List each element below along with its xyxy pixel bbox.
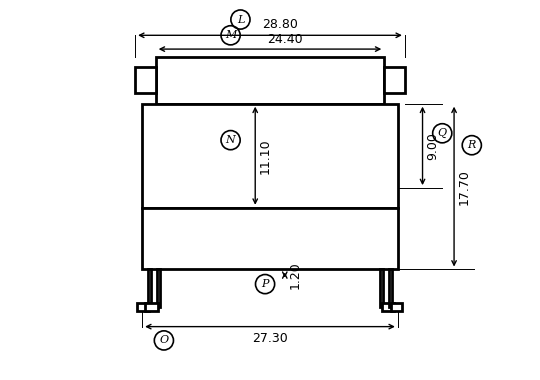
Text: 28.80: 28.80 [262,18,298,32]
Text: 17.70: 17.70 [458,169,471,204]
Text: 1.20: 1.20 [289,261,302,289]
Text: P: P [261,279,269,289]
Text: 11.10: 11.10 [259,138,272,174]
Bar [142,104,398,208]
Text: Q: Q [438,128,447,138]
Text: R: R [468,140,476,150]
Bar [156,57,384,104]
Bar [382,303,394,311]
Bar [142,208,398,269]
Text: 9.00: 9.00 [427,132,440,160]
Bar [137,303,149,311]
Bar [380,269,383,307]
Text: N: N [226,135,235,145]
Text: 24.40: 24.40 [267,33,302,46]
Bar [135,67,156,93]
Bar [389,269,392,307]
Bar [391,303,402,311]
Bar [384,67,405,93]
Text: M: M [225,30,237,40]
Bar [148,269,151,307]
Bar [145,303,158,311]
Text: L: L [237,14,244,25]
Text: 27.30: 27.30 [252,331,288,345]
Text: O: O [159,336,168,345]
Bar [157,269,160,307]
